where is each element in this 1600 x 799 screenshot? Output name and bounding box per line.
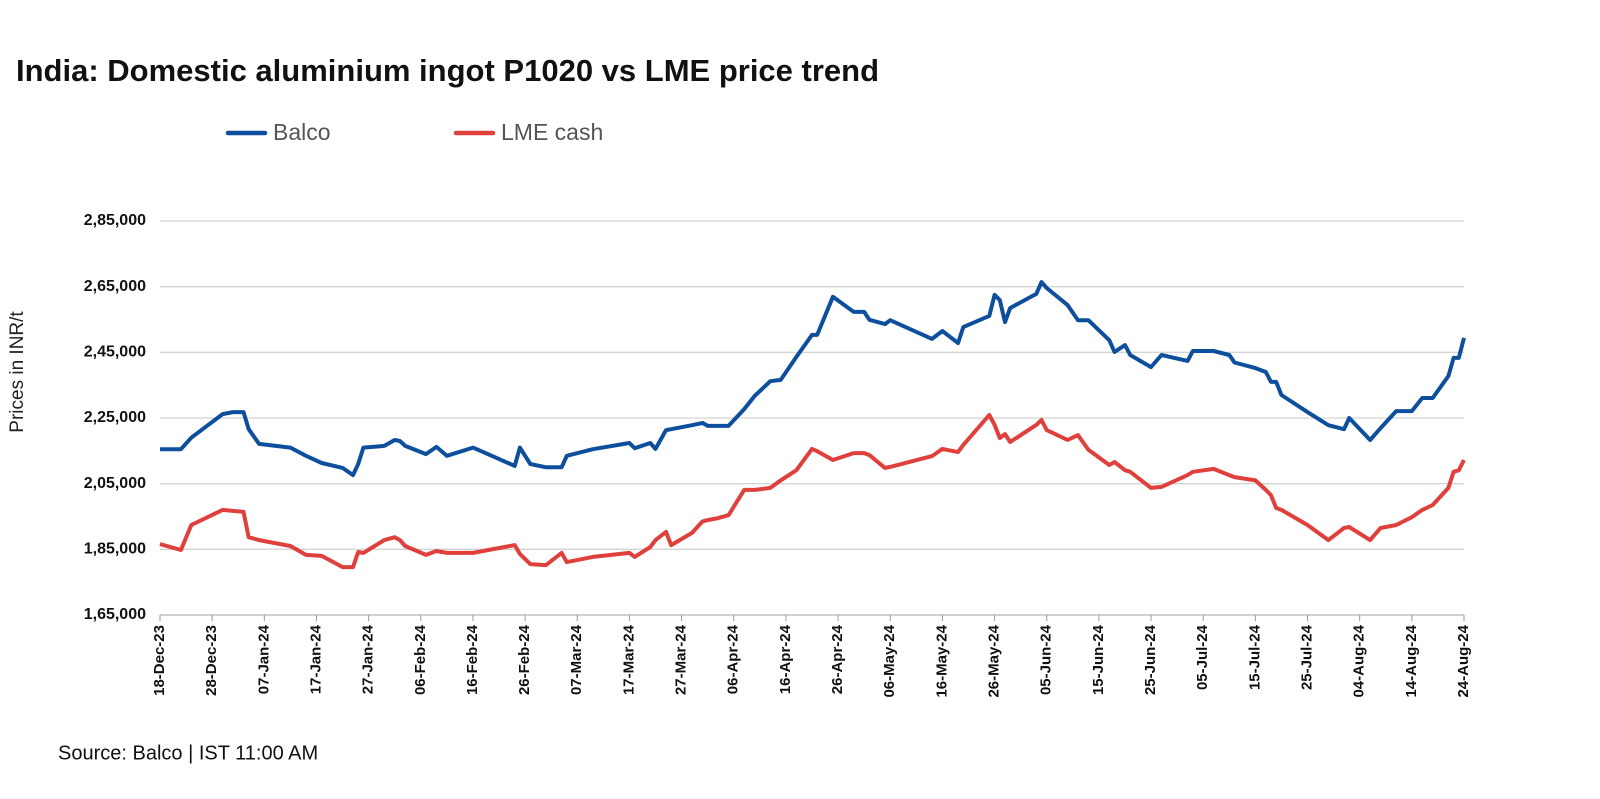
x-tick-label: 07-Jan-24	[255, 624, 272, 694]
x-tick-label: 14-Aug-24	[1403, 624, 1420, 697]
x-tick-label: 17-Jan-24	[307, 624, 324, 694]
y-tick-label: 2,65,000	[84, 278, 146, 295]
x-tick-label: 28-Dec-23	[203, 625, 220, 696]
x-tick-label: 16-May-24	[933, 624, 950, 697]
legend-label: LME cash	[501, 119, 603, 145]
x-tick-label: 18-Dec-23	[151, 625, 168, 696]
x-tick-label: 17-Mar-24	[620, 624, 637, 695]
x-tick-label: 25-Jun-24	[1142, 624, 1159, 695]
x-tick-label: 26-May-24	[986, 624, 1003, 697]
x-tick-label: 15-Jun-24	[1090, 624, 1107, 695]
x-tick-label: 05-Jul-24	[1194, 624, 1211, 690]
series-line	[159, 413, 1466, 570]
x-tick-label: 06-Feb-24	[412, 624, 429, 695]
x-tick-label: 24-Aug-24	[1455, 624, 1472, 697]
x-tick-label: 15-Jul-24	[1246, 624, 1263, 690]
x-tick-label: 16-Apr-24	[777, 624, 794, 694]
source-note: Source: Balco | IST 11:00 AM	[58, 742, 318, 764]
y-tick-label: 1,85,000	[84, 541, 146, 558]
x-tick-label: 06-May-24	[881, 624, 898, 697]
x-tick-label: 26-Apr-24	[829, 624, 846, 694]
x-tick-label: 27-Jan-24	[360, 624, 377, 694]
x-tick-label: 26-Feb-24	[516, 624, 533, 695]
y-tick-label: 2,25,000	[84, 409, 146, 426]
x-tick-label: 05-Jun-24	[1038, 624, 1055, 695]
y-tick-label: 1,65,000	[84, 606, 146, 623]
x-tick-label: 06-Apr-24	[725, 624, 742, 694]
series-line	[160, 280, 1466, 478]
x-tick-label: 27-Mar-24	[673, 624, 690, 695]
y-tick-label: 2,05,000	[84, 475, 146, 492]
y-axis-label: Prices in INR/t	[7, 311, 28, 433]
chart-title: India: Domestic aluminium ingot P1020 vs…	[16, 53, 879, 88]
y-tick-label: 2,85,000	[84, 212, 146, 229]
x-tick-label: 25-Jul-24	[1298, 624, 1315, 690]
x-tick-label: 07-Mar-24	[568, 624, 585, 695]
y-tick-label: 2,45,000	[84, 344, 146, 361]
x-tick-label: 16-Feb-24	[464, 624, 481, 695]
legend-label: Balco	[273, 119, 331, 145]
x-tick-label: 04-Aug-24	[1351, 624, 1368, 697]
